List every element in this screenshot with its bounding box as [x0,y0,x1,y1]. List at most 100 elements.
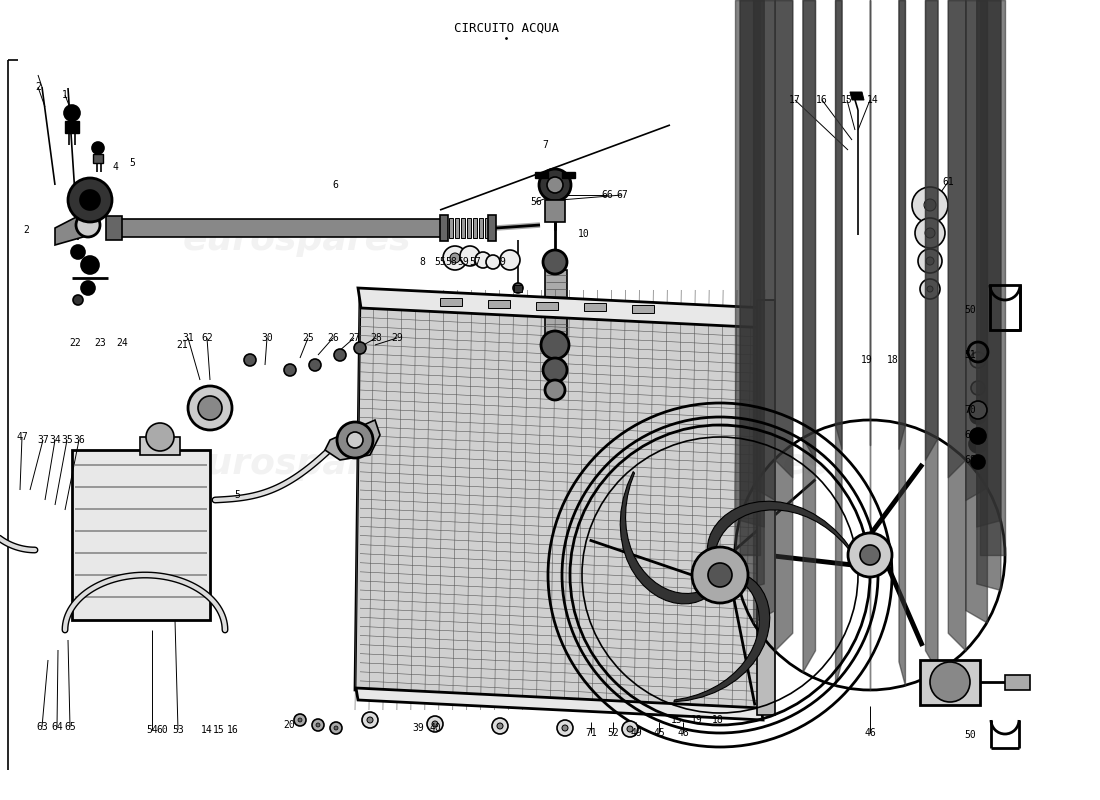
Text: 9: 9 [499,257,505,267]
Polygon shape [324,420,380,460]
Circle shape [543,358,566,382]
Text: 15: 15 [671,715,683,725]
Text: 59: 59 [458,257,469,267]
Text: 55: 55 [434,257,446,267]
Bar [473,218,477,238]
Text: 30: 30 [261,333,273,343]
Text: 17: 17 [789,95,801,105]
Circle shape [284,364,296,376]
Circle shape [367,717,373,723]
Bar [536,302,558,310]
Text: 14: 14 [201,725,213,735]
Text: 40: 40 [429,723,441,733]
Bar [920,660,980,705]
Circle shape [72,245,85,259]
Text: 65: 65 [64,722,76,732]
Text: 63: 63 [36,722,48,732]
Circle shape [460,246,480,266]
Circle shape [927,286,933,292]
Circle shape [244,354,256,366]
Text: 39: 39 [412,723,424,733]
Text: 36: 36 [73,435,85,445]
Text: 47: 47 [16,432,28,442]
Text: 62: 62 [201,333,213,343]
Circle shape [354,342,366,354]
Circle shape [427,716,443,732]
Circle shape [198,396,222,420]
Text: 48: 48 [678,728,689,738]
Circle shape [924,199,936,211]
Circle shape [915,218,945,248]
Circle shape [971,381,984,395]
Circle shape [80,190,100,210]
Text: 14: 14 [867,95,879,105]
Text: 52: 52 [607,728,619,738]
Text: 66: 66 [601,190,613,200]
Bar [468,218,471,238]
Bar [440,215,448,241]
Text: 16: 16 [816,95,828,105]
Bar [632,305,654,313]
Circle shape [557,720,573,736]
Text: 57: 57 [469,257,481,267]
Text: 4: 4 [112,162,118,172]
Text: 37: 37 [37,435,48,445]
Text: 31: 31 [183,333,194,343]
Polygon shape [94,154,103,163]
Polygon shape [562,172,575,178]
Text: CIRCUITO ACQUA: CIRCUITO ACQUA [453,22,559,35]
Text: 35: 35 [62,435,73,445]
Text: 68: 68 [964,455,976,465]
Bar [455,218,459,238]
Text: 61: 61 [942,177,954,187]
Text: 60: 60 [156,725,168,735]
Circle shape [330,722,342,734]
Text: 18: 18 [887,355,899,365]
Bar [1005,675,1030,690]
Text: 22: 22 [69,338,81,348]
Circle shape [73,295,82,305]
Circle shape [346,432,363,448]
Text: 56: 56 [530,197,542,207]
Bar [449,218,453,238]
Circle shape [925,228,935,238]
Circle shape [492,718,508,734]
Polygon shape [535,172,548,178]
Circle shape [627,726,632,732]
Text: 8: 8 [419,257,425,267]
Circle shape [848,533,892,577]
Circle shape [81,281,95,295]
Circle shape [362,712,378,728]
Polygon shape [355,290,764,710]
Circle shape [68,178,112,222]
Circle shape [621,721,638,737]
Text: 28: 28 [370,333,382,343]
Text: 19: 19 [861,355,873,365]
Bar [443,218,447,238]
Text: 15: 15 [213,725,224,735]
Text: 69: 69 [964,430,976,440]
Text: 2: 2 [35,82,41,92]
Text: 29: 29 [392,333,403,343]
Polygon shape [108,219,443,237]
Circle shape [562,725,568,731]
Circle shape [76,213,100,237]
Text: 6: 6 [332,180,338,190]
Circle shape [64,105,80,121]
Text: eurospares: eurospares [601,447,829,481]
Text: 10: 10 [579,229,590,239]
Bar [757,300,776,715]
Circle shape [497,723,503,729]
Circle shape [971,455,984,469]
Polygon shape [620,471,707,604]
Circle shape [860,545,880,565]
Circle shape [294,714,306,726]
Circle shape [539,169,571,201]
Polygon shape [358,288,770,328]
Circle shape [450,253,460,263]
Circle shape [475,252,491,268]
Circle shape [298,718,302,722]
Bar [544,200,565,222]
Text: 49: 49 [630,728,642,738]
Bar [485,218,490,238]
